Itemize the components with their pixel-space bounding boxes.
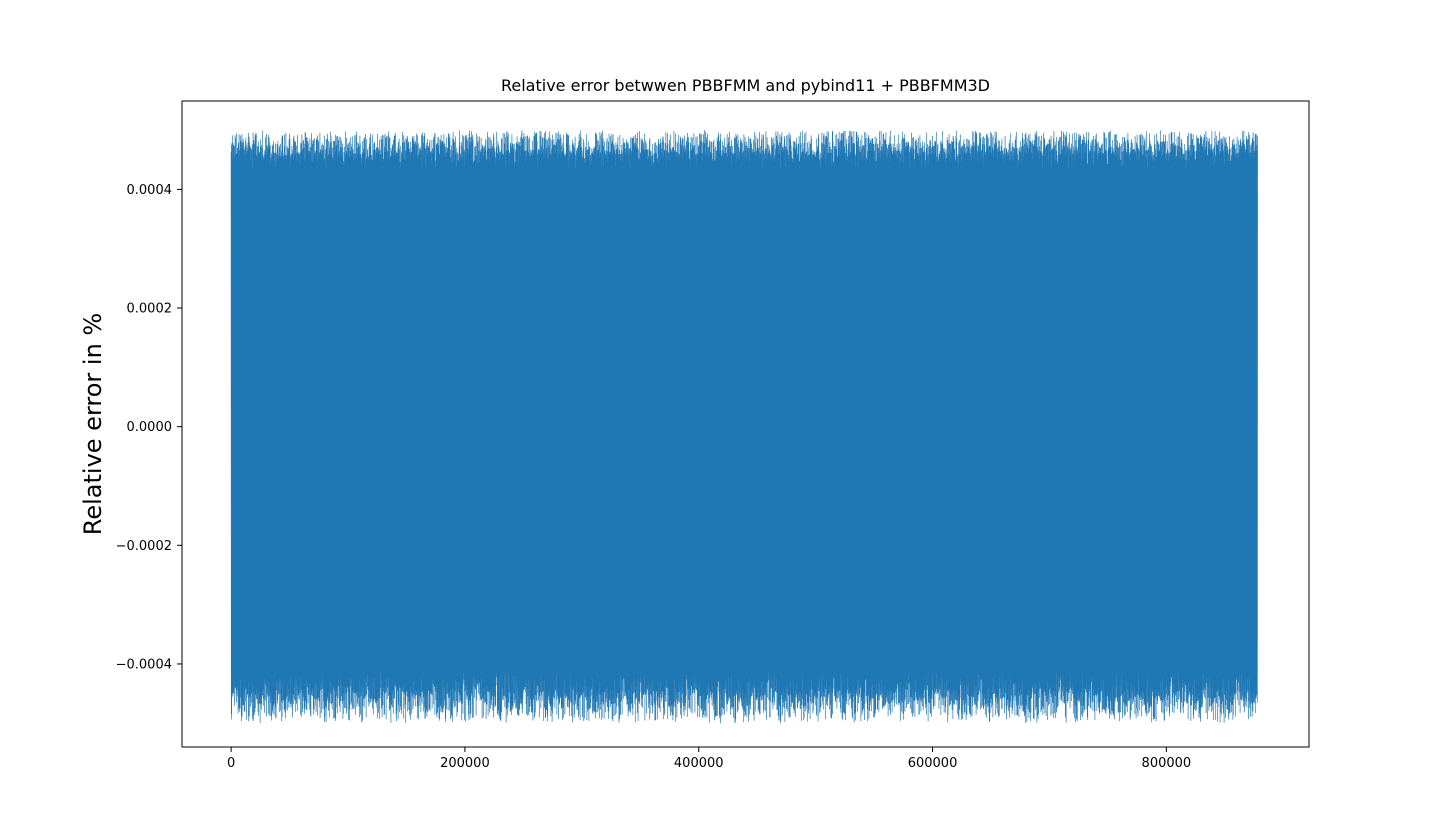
x-tick-label: 0 <box>227 756 235 771</box>
y-tick-label: −0.0002 <box>116 539 172 554</box>
y-tick-label: 0.0002 <box>127 302 173 317</box>
x-tick-label: 600000 <box>908 756 958 771</box>
x-tick-label: 800000 <box>1142 756 1192 771</box>
series-line <box>230 130 1258 724</box>
y-tick-label: 0.0000 <box>127 420 173 435</box>
x-tick-label: 200000 <box>440 756 490 771</box>
x-tick-label: 400000 <box>674 756 724 771</box>
y-tick-label: −0.0004 <box>116 657 172 672</box>
x-axis: 0 200000 400000 600000 800000 <box>227 747 1191 771</box>
axes-frame <box>181 100 1310 748</box>
y-tick-label: 0.0004 <box>127 183 173 198</box>
chart-title: Relative error betwwen PBBFMM and pybind… <box>501 76 990 95</box>
y-axis: −0.0004 −0.0002 0.0000 0.0002 0.0004 <box>116 183 182 672</box>
y-axis-label: Relative error in % <box>79 313 107 535</box>
plot-area <box>230 130 1258 724</box>
